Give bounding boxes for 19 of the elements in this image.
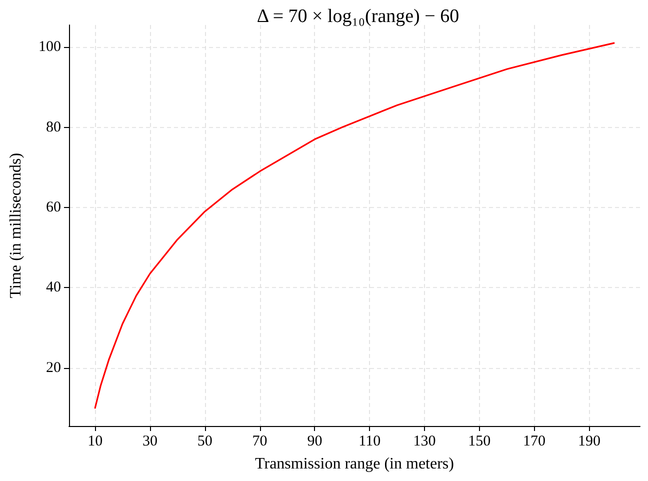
y-tick-label: 60 xyxy=(46,199,61,216)
x-tick-label: 70 xyxy=(252,434,268,450)
x-tick-label: 150 xyxy=(468,434,491,450)
x-axis-title: Transmission range (in meters) xyxy=(255,456,454,472)
x-tick-label: 10 xyxy=(88,434,103,450)
x-tick-label: 110 xyxy=(358,434,381,450)
x-tick-label: 130 xyxy=(413,434,436,450)
y-tick-label: 100 xyxy=(38,39,61,56)
line-series xyxy=(94,42,615,409)
y-axis-title: Time (in milliseconds) xyxy=(8,152,24,298)
x-tick-label: 50 xyxy=(197,434,212,450)
chart-title: Δ = 70 × log₁₀(range) − 60 xyxy=(256,6,460,27)
y-tick-label: 40 xyxy=(46,280,61,296)
y-tick-label: 80 xyxy=(46,119,61,136)
x-tick-label: 170 xyxy=(523,434,546,450)
x-tick-label: 30 xyxy=(142,434,158,450)
x-tick-label: 190 xyxy=(578,434,600,450)
y-tick-label: 20 xyxy=(46,360,61,376)
x-tick-label: 90 xyxy=(307,434,322,450)
